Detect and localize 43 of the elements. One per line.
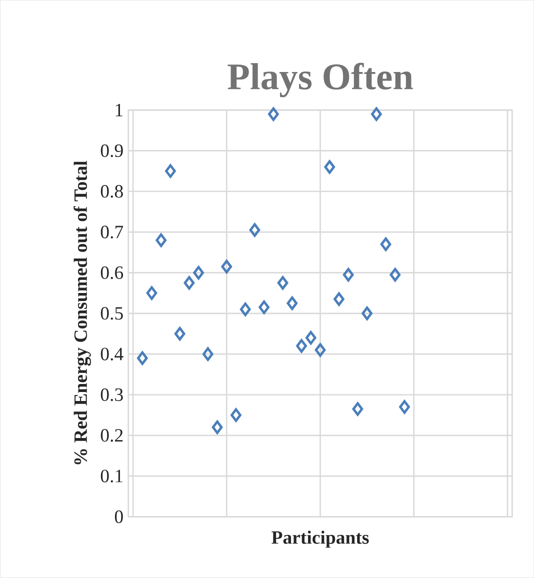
point bbox=[258, 300, 270, 314]
point bbox=[370, 107, 382, 121]
point bbox=[399, 400, 410, 414]
point bbox=[333, 292, 344, 306]
point bbox=[174, 326, 186, 341]
point bbox=[136, 351, 148, 365]
chart-title: Plays Often bbox=[228, 62, 413, 98]
y-tick-label: 0 bbox=[114, 510, 123, 524]
y-tick-label: 0.6 bbox=[100, 266, 123, 280]
point bbox=[249, 223, 260, 237]
point bbox=[324, 160, 335, 174]
point bbox=[286, 296, 298, 310]
y-tick-label: 0.9 bbox=[100, 144, 123, 158]
point bbox=[212, 420, 223, 434]
point bbox=[193, 266, 204, 280]
point bbox=[146, 286, 158, 300]
point bbox=[296, 339, 307, 353]
y-tick-label: 0.8 bbox=[100, 185, 123, 198]
point bbox=[305, 330, 316, 345]
y-tick-label: 0.4 bbox=[100, 348, 124, 360]
point bbox=[268, 107, 279, 121]
y-tick-label: 0.5 bbox=[100, 307, 123, 320]
point bbox=[342, 268, 354, 282]
point bbox=[156, 233, 166, 248]
point bbox=[164, 164, 176, 178]
point bbox=[390, 268, 400, 282]
y-axis-title: % Red Energy Consumed out of Total bbox=[74, 160, 91, 464]
point bbox=[277, 276, 288, 290]
y-tick-label: 1 bbox=[116, 104, 122, 116]
point bbox=[240, 302, 251, 316]
point bbox=[380, 237, 392, 252]
y-tick-label: 0.7 bbox=[100, 226, 123, 238]
point bbox=[202, 347, 214, 361]
x-axis-title: Participants bbox=[272, 530, 369, 548]
point bbox=[352, 402, 364, 416]
point bbox=[362, 306, 372, 320]
y-tick-label: 0.3 bbox=[100, 388, 123, 402]
y-tick-label: 0.2 bbox=[100, 429, 122, 442]
y-tick-label: 0.1 bbox=[100, 470, 122, 482]
point bbox=[221, 260, 232, 274]
point bbox=[184, 276, 195, 290]
point bbox=[314, 343, 326, 357]
point bbox=[230, 408, 242, 422]
